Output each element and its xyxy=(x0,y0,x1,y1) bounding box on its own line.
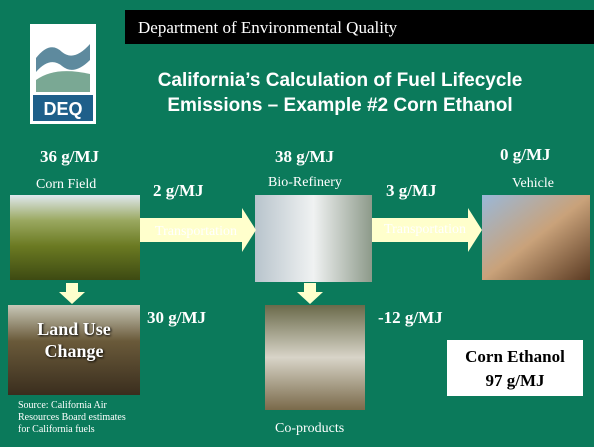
total-label: Corn Ethanol xyxy=(465,347,565,366)
vehicle-image xyxy=(482,195,590,280)
arrow xyxy=(59,283,85,304)
transport-label: Transportation xyxy=(384,222,466,237)
node-label: Vehicle xyxy=(512,176,554,191)
node-label: Corn Field xyxy=(36,177,96,192)
header-bar xyxy=(125,10,594,44)
co-products-image xyxy=(265,305,365,410)
refinery-image xyxy=(255,195,372,282)
source-line: Resources Board estimates xyxy=(18,412,126,423)
corn-field-image xyxy=(10,195,140,280)
source-line: Source: California Air xyxy=(18,400,108,411)
logo: DEQ xyxy=(30,24,96,124)
logo-text: DEQ xyxy=(43,99,82,119)
title-line: California’s Calculation of Fuel Lifecyc… xyxy=(158,70,523,91)
total-value: 97 g/MJ xyxy=(485,371,545,390)
transport-value: 3 g/MJ xyxy=(386,181,437,200)
node-value: 30 g/MJ xyxy=(147,308,207,327)
transport-value: 2 g/MJ xyxy=(153,181,204,200)
land-use-image xyxy=(8,305,140,395)
node-value: 38 g/MJ xyxy=(275,147,335,166)
node-label: Co-products xyxy=(275,421,344,436)
arrow xyxy=(140,208,256,252)
transport-label: Transportation xyxy=(155,224,237,239)
node-value: -12 g/MJ xyxy=(378,308,443,327)
node-value: 36 g/MJ xyxy=(40,147,100,166)
node-label: Land Use Change xyxy=(37,319,111,361)
arrow xyxy=(372,208,482,252)
node-label: Bio-Refinery xyxy=(268,175,342,190)
land-use-label-box: Land Use Change xyxy=(37,319,111,361)
node-value: 0 g/MJ xyxy=(500,145,551,164)
organization: Department of Environmental Quality xyxy=(138,18,398,37)
total-box xyxy=(447,340,583,396)
source-line: for California fuels xyxy=(18,424,95,435)
arrow xyxy=(297,283,323,304)
title-line: Emissions – Example #2 Corn Ethanol xyxy=(167,95,512,116)
